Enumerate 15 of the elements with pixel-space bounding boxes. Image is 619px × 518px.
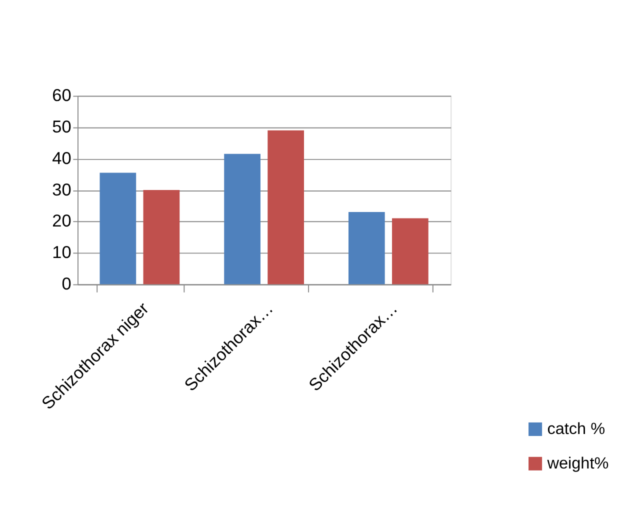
y-tick-label: 20 xyxy=(52,210,72,231)
y-tick-label: 40 xyxy=(52,148,72,168)
y-tick-label: 0 xyxy=(62,274,72,294)
bar xyxy=(143,190,180,284)
legend-label: weight% xyxy=(546,454,609,472)
y-tick-label: 50 xyxy=(52,116,72,136)
bar xyxy=(348,212,385,284)
bar xyxy=(100,172,136,284)
bar xyxy=(224,154,260,284)
bar xyxy=(392,218,428,284)
y-tick-label: 10 xyxy=(52,242,72,262)
y-tick-label: 60 xyxy=(52,85,72,106)
y-tick-label: 30 xyxy=(52,179,72,200)
legend-label: catch % xyxy=(547,420,606,438)
bar xyxy=(268,130,304,284)
